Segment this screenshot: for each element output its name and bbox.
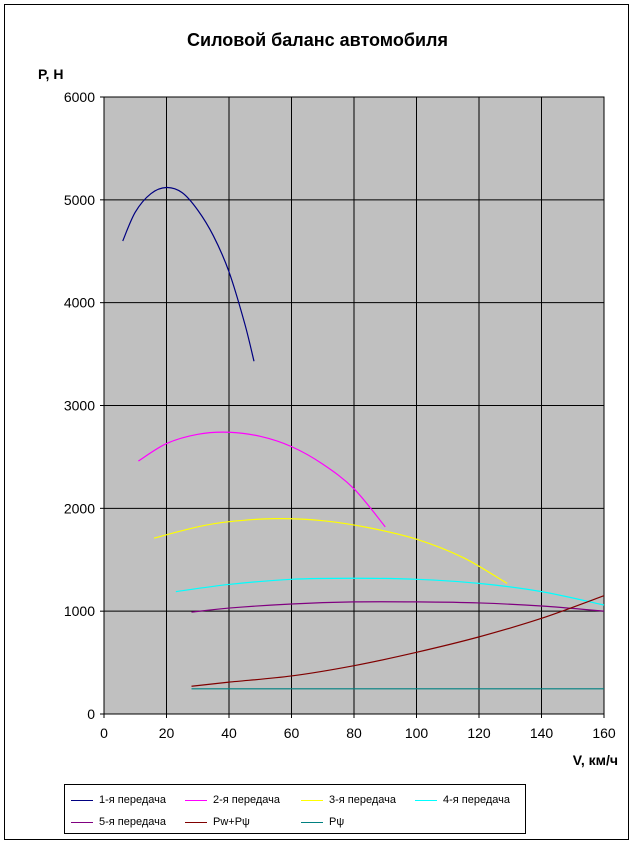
legend-item-gear-3: 3-я передача xyxy=(301,792,396,808)
y-tick-label: 4000 xyxy=(64,295,95,311)
legend-item-gear-5: 5-я передача xyxy=(71,814,166,830)
legend-label: 2-я передача xyxy=(213,794,281,806)
legend-swatch xyxy=(301,821,323,823)
x-tick-label: 20 xyxy=(159,725,175,741)
y-tick-label: 6000 xyxy=(64,89,95,105)
legend-label: 5-я передача xyxy=(99,816,167,828)
series-line-6 xyxy=(191,595,605,687)
legend-swatch xyxy=(185,799,207,801)
legend-item-gear-4: 4-я передача xyxy=(415,792,510,808)
legend-item-ppsi: Pψ xyxy=(301,814,344,830)
y-tick-label: 1000 xyxy=(64,603,95,619)
x-tick-label: 80 xyxy=(346,725,362,741)
y-axis-label: P, Н xyxy=(38,66,63,82)
x-tick-label: 40 xyxy=(221,725,237,741)
x-tick-label: 140 xyxy=(530,725,554,741)
y-tick-label: 2000 xyxy=(64,500,95,516)
x-tick-label: 60 xyxy=(284,725,300,741)
y-tick-label: 5000 xyxy=(64,192,95,208)
legend: 1-я передача 2-я передача 3-я передача 4… xyxy=(64,784,526,834)
legend-label: 4-я передача xyxy=(443,794,511,806)
x-tick-label: 0 xyxy=(100,725,108,741)
y-tick-label: 0 xyxy=(87,706,95,722)
plot-border xyxy=(103,96,605,715)
legend-swatch xyxy=(185,821,207,823)
series-line-3 xyxy=(153,517,508,584)
x-tick-label: 160 xyxy=(592,725,616,741)
legend-swatch xyxy=(301,799,323,801)
x-tick-label: 100 xyxy=(405,725,429,741)
x-axis-label: V, км/ч xyxy=(573,752,618,768)
legend-item-pw-ppsi: Pw+Pψ xyxy=(185,814,250,830)
legend-swatch xyxy=(71,821,93,823)
legend-item-gear-1: 1-я передача xyxy=(71,792,166,808)
legend-label: 1-я передача xyxy=(99,794,167,806)
legend-label: 3-я передача xyxy=(329,794,397,806)
y-tick-label: 3000 xyxy=(64,398,95,414)
series-line-4 xyxy=(175,577,605,606)
legend-label: Pw+Pψ xyxy=(213,816,250,828)
series-line-2 xyxy=(138,431,386,528)
x-tick-label: 120 xyxy=(467,725,491,741)
legend-swatch xyxy=(415,799,437,801)
series-line-5 xyxy=(191,601,605,613)
legend-item-gear-2: 2-я передача xyxy=(185,792,280,808)
series-line-1 xyxy=(122,186,255,362)
legend-swatch xyxy=(71,799,93,801)
legend-label: Pψ xyxy=(329,816,345,828)
chart-title: Силовой баланс автомобиля xyxy=(187,30,448,50)
